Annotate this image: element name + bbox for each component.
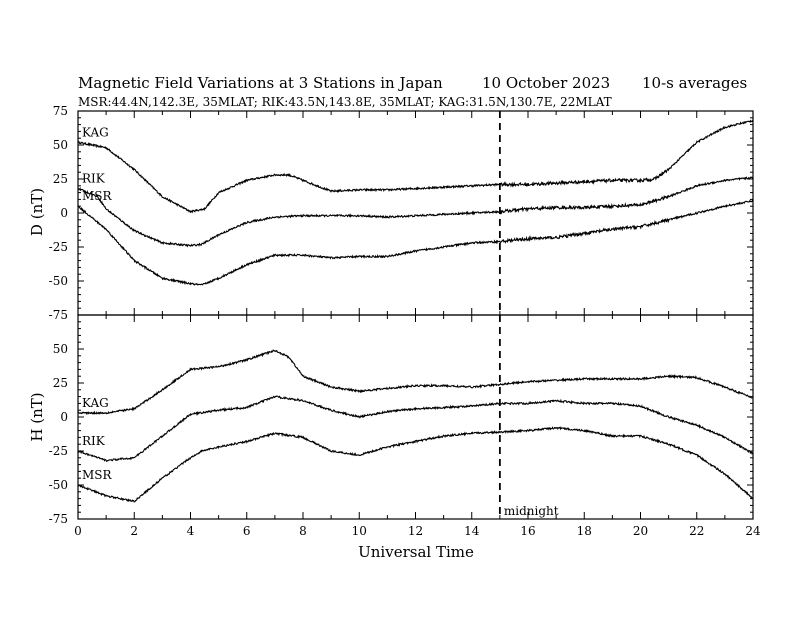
- h-panel-frame: [77, 314, 754, 520]
- station-info: MSR:44.4N,142.3E, 35MLAT; RIK:43.5N,143.…: [78, 95, 612, 109]
- chart-date: 10 October 2023: [482, 74, 610, 92]
- h-label-rik: RIK: [82, 434, 106, 448]
- h-series-rik: [77, 395, 754, 462]
- h-label-kag: KAG: [82, 396, 109, 410]
- y-tick-label: 75: [53, 104, 68, 118]
- h-series-kag: [77, 349, 754, 416]
- x-tick-label: 6: [243, 524, 251, 538]
- y-tick-label: 50: [53, 342, 68, 356]
- x-tick-label: 16: [520, 524, 535, 538]
- y-tick-label: -50: [49, 478, 68, 492]
- h-label-msr: MSR: [82, 468, 113, 482]
- y-tick-label: -75: [49, 308, 68, 322]
- x-tick-label: 24: [745, 524, 761, 538]
- y-tick-label: -75: [49, 512, 68, 526]
- d-series-kag: [77, 119, 754, 214]
- h-series-msr: [77, 426, 754, 503]
- x-tick-label: 8: [299, 524, 307, 538]
- plot-panels: 75 50 25 0 -25 -50 -75 KAG RIK MSR 50 25 0 -25 -50 -75 0…: [49, 104, 761, 538]
- midnight-label: midnight: [504, 504, 559, 518]
- x-tick-label: 20: [633, 524, 648, 538]
- d-series-rik: [77, 176, 754, 248]
- d-label-msr: MSR: [82, 189, 113, 203]
- d-label-rik: RIK: [82, 172, 106, 186]
- x-tick-label: 10: [352, 524, 367, 538]
- x-tick-label: 2: [130, 524, 138, 538]
- x-tick-label: 4: [187, 524, 195, 538]
- x-tick-label: 12: [408, 524, 423, 538]
- x-tick-label: 14: [464, 524, 480, 538]
- d-panel-ylabel: D (nT): [28, 188, 46, 236]
- h-panel-ylabel: H (nT): [28, 392, 46, 441]
- y-tick-label: 25: [53, 376, 68, 390]
- x-tick-label: 0: [74, 524, 82, 538]
- y-tick-label: 0: [60, 206, 68, 220]
- y-tick-label: 25: [53, 172, 68, 186]
- y-tick-label: -50: [49, 274, 68, 288]
- d-label-kag: KAG: [82, 125, 109, 139]
- chart-title: Magnetic Field Variations at 3 Stations …: [78, 74, 443, 92]
- x-tick-label: 22: [689, 524, 704, 538]
- x-axis-label: Universal Time: [358, 543, 474, 561]
- x-tick-label: 18: [577, 524, 592, 538]
- y-tick-label: -25: [49, 444, 68, 458]
- y-tick-label: 0: [60, 410, 68, 424]
- chart-average-note: 10-s averages: [642, 74, 747, 92]
- d-series-msr: [77, 198, 754, 286]
- y-tick-label: 50: [53, 138, 68, 152]
- d-panel-frame: [77, 110, 754, 316]
- y-tick-label: -25: [49, 240, 68, 254]
